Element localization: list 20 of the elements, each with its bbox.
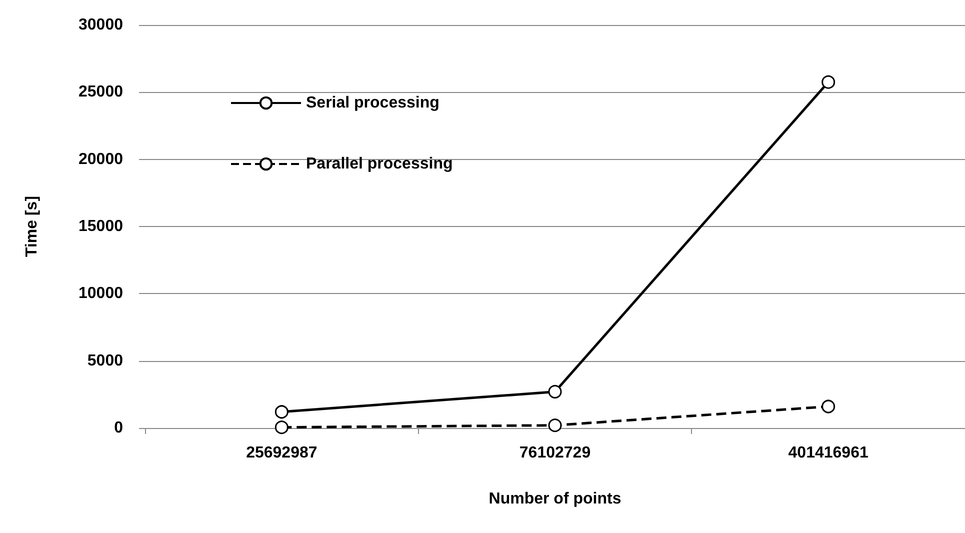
- y-tick-label: 30000: [78, 16, 124, 34]
- point: [274, 420, 288, 434]
- point: [548, 384, 562, 398]
- y-tick-label: 15000: [78, 218, 124, 235]
- point: [822, 75, 836, 89]
- y-tick-label: 25000: [78, 84, 124, 101]
- legend-label: Serial processing: [306, 94, 440, 112]
- y-tick-label: 20000: [78, 150, 124, 168]
- y-tick-label: 0: [114, 420, 124, 436]
- point: [548, 418, 562, 432]
- y-tick-label: 5000: [87, 352, 124, 370]
- y-tick-label: 10000: [78, 285, 124, 302]
- x-tick-label: 401416961: [788, 444, 868, 462]
- x-axis-title: Number of points: [488, 490, 622, 508]
- point: [274, 405, 288, 419]
- legend-label: Parallel processing: [306, 156, 453, 172]
- x-tick-label: 76102729: [519, 444, 591, 462]
- y-axis-title: Time [s]: [24, 196, 40, 258]
- x-tick-label: 25692987: [246, 444, 318, 462]
- point: [822, 400, 836, 414]
